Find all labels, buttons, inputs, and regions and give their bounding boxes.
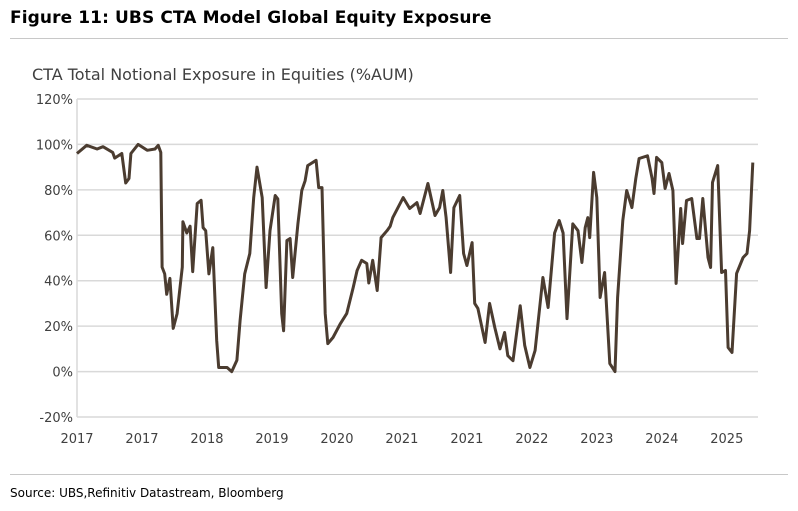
y-tick-label: 40% — [44, 275, 73, 290]
bottom-divider — [10, 474, 788, 475]
x-tick-label: 2019 — [255, 432, 288, 447]
series-line-cta-exposure — [76, 142, 755, 374]
x-tick-label: 2018 — [190, 432, 223, 447]
source-note: Source: UBS,Refinitiv Datastream, Bloomb… — [10, 486, 284, 500]
x-tick-label: 2025 — [710, 432, 743, 447]
y-axis-ticks: -20% 0% 20% 40% 60% 80% 100% 120% — [36, 93, 73, 426]
gridlines — [76, 98, 758, 418]
x-tick-label: 2023 — [580, 432, 613, 447]
figure-title: Figure 11: UBS CTA Model Global Equity E… — [10, 8, 492, 28]
y-tick-label: 80% — [44, 184, 73, 199]
y-tick-label: -20% — [39, 411, 73, 426]
chart-title: CTA Total Notional Exposure in Equities … — [32, 65, 414, 84]
line-chart: -20%0%20%40%60%80%100%120% 2017 2017 2018 2… — [32, 65, 758, 447]
x-tick-label: 2024 — [645, 432, 678, 447]
y-tick-label: 100% — [36, 138, 73, 153]
y-tick-label: 0% — [52, 366, 73, 381]
y-tick-label: 120% — [36, 93, 73, 108]
x-axis-ticks: 2017 2017 2018 2019 2020 2021 2021 2022 2023 2024… — [60, 432, 743, 447]
y-tick-label: 60% — [44, 229, 73, 244]
x-tick-label: 2021 — [385, 432, 418, 447]
x-tick-label: 2017 — [125, 432, 158, 447]
x-tick-label: 2020 — [320, 432, 353, 447]
x-tick-label: 2021 — [450, 432, 483, 447]
y-tick-label: 20% — [44, 320, 73, 335]
x-tick-label: 2017 — [60, 432, 93, 447]
x-tick-label: 2022 — [515, 432, 548, 447]
top-divider — [10, 38, 788, 39]
